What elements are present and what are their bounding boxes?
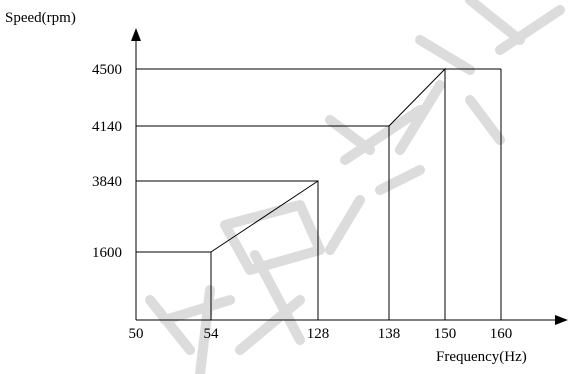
y-axis-label: Speed(rpm) [5, 10, 76, 26]
y-axis-arrow-icon [131, 28, 141, 41]
x-tick-label-160: 160 [490, 326, 513, 342]
y-tick-labels: 4500 4140 3840 1600 [92, 62, 122, 261]
x-tick-label-128: 128 [307, 326, 330, 342]
x-axis-label: Frequency(Hz) [436, 349, 527, 365]
x-tick-label-150: 150 [434, 326, 457, 342]
grid-lines [136, 68, 501, 253]
y-tick-label-1600: 1600 [92, 245, 122, 261]
y-tick-label-4500: 4500 [92, 62, 122, 78]
x-tick-labels: 50 54 128 138 150 160 [129, 326, 513, 342]
y-tick-label-3840: 3840 [92, 174, 122, 190]
axes [131, 28, 568, 325]
y-tick-label-4140: 4140 [92, 119, 122, 135]
series-lines [210, 67, 502, 321]
x-tick-label-50: 50 [129, 326, 144, 342]
x-tick-label-138: 138 [378, 326, 401, 342]
x-axis-arrow-icon [555, 315, 568, 325]
x-tick-label-54: 54 [204, 326, 220, 342]
watermark [145, 0, 565, 374]
series-line-1 [210, 67, 502, 321]
